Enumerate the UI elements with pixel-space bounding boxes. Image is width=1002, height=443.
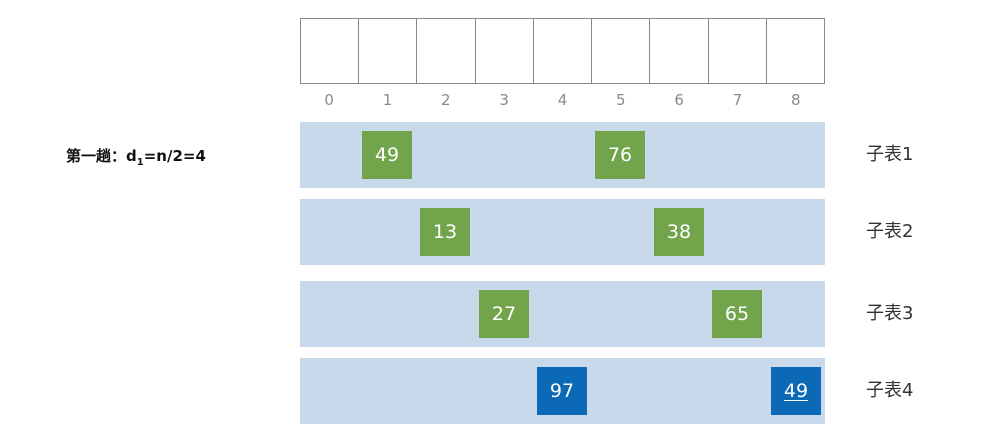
array-cell (417, 18, 476, 84)
index-label: 4 (557, 91, 568, 109)
array-row (300, 18, 825, 84)
element-value: 97 (549, 380, 575, 402)
array-cell (475, 18, 534, 84)
index-label: 5 (616, 91, 626, 109)
element-value: 65 (724, 303, 750, 325)
pass-label-subscript: 1 (136, 157, 144, 168)
sublist-name: 子表2 (866, 221, 914, 242)
sublist-element: 27 (479, 290, 529, 338)
sublist-element-underlined: 49 (771, 367, 821, 415)
index-label: 2 (441, 91, 451, 109)
sublist-name: 子表1 (866, 144, 914, 165)
array-cell (533, 18, 593, 84)
array-cell (708, 18, 767, 84)
sublist-element: 65 (712, 290, 762, 338)
element-value: 49 (783, 380, 809, 402)
array-cell (592, 18, 651, 84)
sublist-element: 76 (595, 131, 645, 179)
array-cell (766, 18, 825, 84)
element-value: 13 (432, 221, 458, 243)
index-label: 0 (324, 91, 334, 109)
index-label: 8 (791, 91, 801, 109)
sublist-element: 49 (362, 131, 412, 179)
array-cell (650, 18, 709, 84)
index-row: 0 1 2 3 4 5 6 7 8 (300, 90, 825, 110)
sublist-element: 38 (654, 208, 704, 256)
sublist-element: 13 (420, 208, 470, 256)
index-label: 6 (674, 91, 684, 109)
sublist-row-4: 97 49 (300, 358, 825, 424)
pass-label-suffix: =n/2=4 (143, 147, 206, 165)
element-value: 76 (607, 144, 633, 166)
index-label: 7 (732, 91, 743, 109)
element-value: 27 (491, 303, 517, 325)
sublist-row-1: 49 76 (300, 122, 825, 188)
index-label: 3 (499, 91, 509, 109)
array-cell (300, 18, 360, 84)
sublist-name: 子表3 (866, 303, 914, 324)
sublist-name: 子表4 (866, 380, 914, 401)
sublist-row-2: 13 38 (300, 199, 825, 265)
pass-label-prefix: 第一趟：d (66, 147, 137, 165)
element-value: 38 (666, 221, 692, 243)
sublist-row-3: 27 65 (300, 281, 825, 347)
sublist-element: 97 (537, 367, 587, 415)
array-cell (359, 18, 418, 84)
element-value: 49 (374, 144, 400, 166)
pass-label: 第一趟：d1=n/2=4 (66, 146, 206, 173)
index-label: 1 (382, 91, 393, 109)
